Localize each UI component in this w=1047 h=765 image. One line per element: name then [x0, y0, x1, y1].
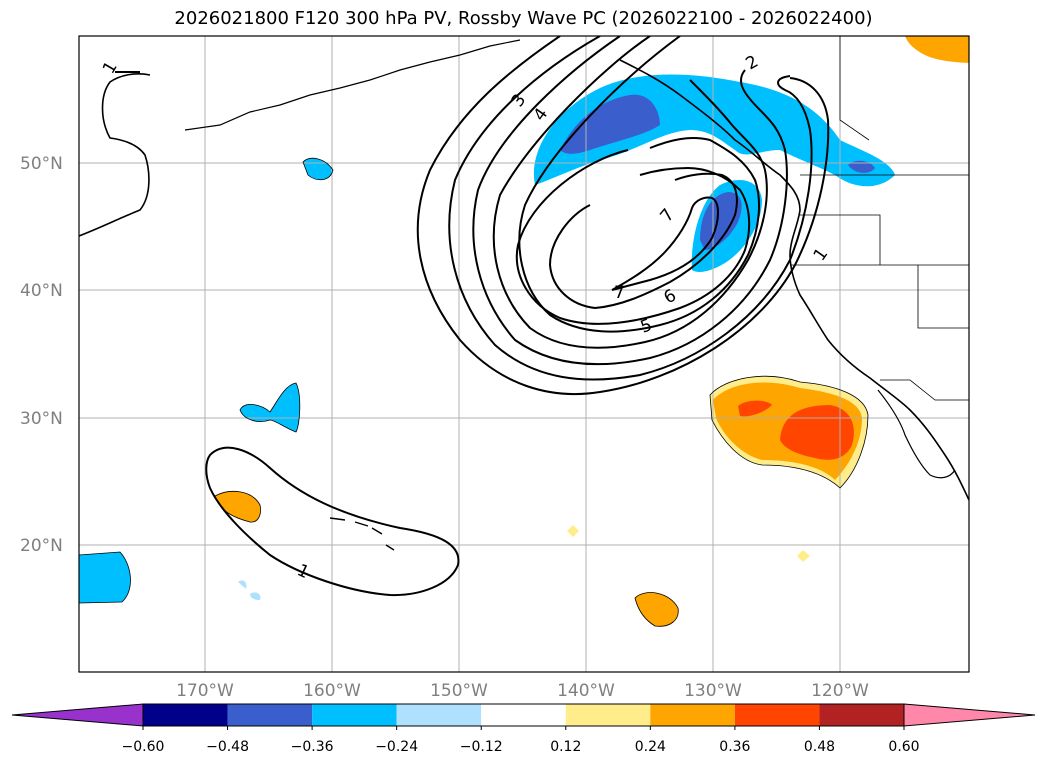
orange-fill-hawaii-west: [215, 491, 261, 523]
plot-title: 2026021800 F120 300 hPa PV, Rossby Wave …: [174, 8, 873, 29]
red-fill-baja-east: [780, 405, 854, 460]
lon-label-120w: 120°W: [811, 681, 869, 701]
lat-label-30n: 30°N: [20, 409, 63, 429]
orange-fill-ne-corner: [905, 36, 969, 63]
blue-fill-west-edge: [79, 552, 131, 603]
colorbar-outline: [142, 703, 905, 727]
colorbar-label: 0.12: [550, 739, 581, 755]
colorbar-label: 0.24: [635, 739, 666, 755]
map-frame: [78, 35, 970, 673]
colorbar: −0.60 −0.48 −0.36 −0.24 −0.12 0.12 0.24 0.36 0.4…: [11, 703, 1036, 755]
coastline-aleutians: [184, 39, 521, 131]
colorbar-label: −0.48: [206, 739, 249, 755]
colorbar-label: −0.24: [375, 739, 418, 755]
border-wa-or: [800, 214, 881, 265]
lon-label-170w: 170°W: [176, 681, 234, 701]
colorbar-segment: [650, 704, 735, 726]
positive-anomaly-fills: [215, 36, 969, 627]
colorbar-label: −0.60: [122, 739, 165, 755]
lon-label-130w: 130°W: [684, 681, 742, 701]
darkblue-fill-alaska: [560, 94, 660, 154]
lon-label-150w: 150°W: [430, 681, 488, 701]
colorbar-extend-high: [903, 703, 1036, 727]
colorbar-label: 0.60: [888, 739, 919, 755]
coastline-siberia: [79, 73, 151, 237]
yellow-fill-small-140w: [567, 525, 579, 537]
colorbar-label: −0.12: [460, 739, 503, 755]
contour-7-outer: [548, 172, 738, 310]
colorbar-segment: [143, 704, 228, 726]
colorbar-segment: [312, 704, 397, 726]
map-area: 1 2 3 4 5 6 7 7 1 1: [79, 36, 969, 672]
lon-label-140w: 140°W: [557, 681, 615, 701]
contour-label-7a: 7: [614, 283, 625, 303]
contour-4: [492, 36, 768, 349]
colorbar-segment: [227, 704, 313, 726]
border-bc-alaska: [839, 36, 870, 141]
red-fill-baja-west: [738, 400, 772, 417]
state-borders: [790, 36, 969, 401]
border-mexico: [880, 379, 969, 401]
colorbar-segment: [481, 704, 566, 726]
orange-fill-south: [635, 592, 679, 627]
coastlines: [79, 39, 969, 551]
blue-fill-30n: [240, 383, 300, 432]
colorbar-label: 0.36: [719, 739, 750, 755]
colorbar-label: 0.48: [804, 739, 835, 755]
darkblue-fill-offshore: [700, 192, 742, 250]
lon-label-160w: 160°W: [303, 681, 361, 701]
yellow-fill-small-123w: [797, 550, 810, 562]
colorbar-label: −0.36: [291, 739, 334, 755]
darkblue-fill-nw: [848, 160, 875, 173]
lat-label-20n: 20°N: [20, 536, 63, 556]
graticule: [79, 36, 969, 672]
border-nv: [917, 265, 969, 329]
colorbar-segment: [734, 704, 820, 726]
contour-6: [515, 149, 751, 325]
contour-5: [518, 36, 760, 333]
contour-7-inner: [611, 196, 719, 291]
latitude-labels: 50°N 40°N 30°N 20°N: [20, 154, 63, 556]
longitude-labels: 170°W 160°W 150°W 140°W 130°W 120°W: [176, 681, 869, 701]
fill-outlines: [79, 157, 869, 627]
lat-label-40n: 40°N: [20, 281, 63, 301]
colorbar-segment: [819, 704, 904, 726]
coastline-baja: [877, 389, 956, 479]
coastline-hawaii: [329, 517, 395, 551]
contour-3: [472, 36, 788, 366]
colorbar-segment: [396, 704, 482, 726]
contour-1-main: [416, 36, 830, 396]
blue-fill-50n: [303, 158, 333, 180]
lightblue-fill-small: [238, 580, 261, 600]
coastline-alaska-bc: [619, 59, 969, 501]
negative-anomaly-fills: [79, 74, 895, 603]
contour-2: [448, 36, 813, 381]
colorbar-extend-low: [11, 703, 144, 727]
colorbar-segment: [565, 704, 651, 726]
lat-label-50n: 50°N: [20, 154, 63, 174]
